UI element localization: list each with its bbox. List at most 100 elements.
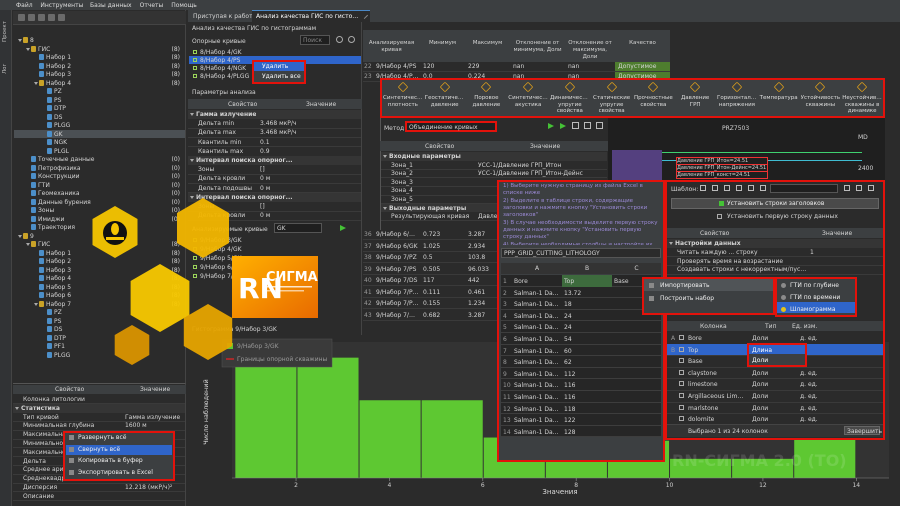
play-icon[interactable]: [548, 123, 554, 129]
tree-label[interactable]: Петрофизика: [38, 164, 81, 172]
analysed-curve[interactable]: 9/Набор 5/GK: [200, 255, 242, 262]
col-type[interactable]: Доли: [752, 393, 769, 400]
menu-item[interactable]: Отчеты: [139, 2, 164, 9]
ref-curve[interactable]: 8/Набор 4/GK: [200, 49, 242, 56]
finish-button[interactable]: [844, 426, 880, 435]
context-menu-item[interactable]: Импортировать: [660, 282, 710, 289]
col-type[interactable]: Доли: [752, 369, 769, 377]
ribbon-button[interactable]: Устойчивость скважины: [800, 95, 841, 108]
menu-item[interactable]: Помощь: [171, 2, 197, 9]
context-menu-item[interactable]: Экспортировать в Excel: [78, 468, 153, 476]
dropdown-option[interactable]: Доли: [752, 357, 769, 364]
ribbon-button[interactable]: Синтетическая акустика: [508, 95, 548, 108]
toolbar-icon[interactable]: [844, 185, 850, 191]
checkbox[interactable]: [679, 393, 684, 398]
tree-label[interactable]: Набор 4: [46, 79, 72, 87]
tree-label[interactable]: DS: [54, 326, 63, 333]
tree-label[interactable]: Набор 4: [46, 275, 72, 282]
context-menu-item[interactable]: Развернуть всё: [78, 434, 127, 441]
tree-label[interactable]: Данные бурения: [38, 198, 91, 206]
menu-item[interactable]: Файл: [16, 2, 33, 9]
tree-label[interactable]: Точечные данные: [38, 156, 95, 163]
ribbon-button[interactable]: Динамические упругие свойства: [550, 95, 590, 114]
ribbon-button[interactable]: Температура: [759, 95, 798, 101]
menu-item[interactable]: Инструменты: [40, 2, 84, 9]
toolbar-icon[interactable]: [868, 185, 874, 191]
ribbon-button[interactable]: Прочностные свойства: [633, 95, 673, 108]
ribbon-button[interactable]: Давление ГРП: [680, 95, 710, 108]
tree-label[interactable]: Геомеханика: [38, 190, 80, 197]
checkbox[interactable]: [679, 346, 684, 352]
toolbar-icon[interactable]: [700, 185, 706, 191]
tree-label[interactable]: Набор 1: [46, 249, 72, 257]
template-select[interactable]: [770, 184, 838, 193]
toolbar-icon[interactable]: [724, 185, 730, 191]
toolbar-icon[interactable]: [572, 122, 579, 129]
tree-label[interactable]: Траектория: [38, 224, 75, 231]
context-menu-item[interactable]: Копировать в буфер: [78, 457, 143, 464]
col-type[interactable]: Доли: [752, 381, 769, 389]
ribbon-button[interactable]: Неустойчивость скважины в динамике: [842, 95, 882, 114]
context-menu-item[interactable]: Удалить все: [262, 73, 301, 80]
tree-label[interactable]: Набор 3: [46, 71, 72, 78]
tree-label[interactable]: DTP: [54, 105, 66, 112]
tree-label[interactable]: PLGG: [54, 351, 71, 359]
method-value[interactable]: Объединение кривых: [409, 124, 478, 131]
tree-label[interactable]: PS: [54, 96, 62, 104]
tree-label[interactable]: Набор 7: [46, 300, 72, 308]
tree-label[interactable]: DTP: [54, 334, 66, 342]
context-menu-item[interactable]: Свернуть всё: [78, 445, 121, 453]
play-icon[interactable]: [340, 225, 346, 231]
checkbox[interactable]: [679, 335, 684, 340]
analysed-curve[interactable]: 9/Набор 4/GK: [200, 246, 242, 253]
context-menu-item[interactable]: Шламограмма: [790, 306, 836, 313]
tree-label[interactable]: PS: [54, 317, 62, 325]
ribbon-button[interactable]: Статические упругие свойства: [593, 95, 631, 114]
menu-item[interactable]: Базы данных: [90, 2, 132, 9]
tree-label[interactable]: NGK: [54, 139, 68, 146]
tree-label[interactable]: ГТИ: [38, 181, 50, 189]
tree-label[interactable]: ГИС: [38, 241, 51, 248]
context-menu-item[interactable]: ГТИ по времени: [790, 294, 841, 301]
toolbar-icon[interactable]: [736, 185, 742, 191]
col-type[interactable]: Доли: [752, 404, 769, 412]
context-menu-item[interactable]: Удалить: [262, 63, 289, 70]
checkbox[interactable]: [679, 404, 684, 410]
tab[interactable]: Приступая к работе: [193, 13, 257, 20]
context-menu-item[interactable]: Построить набор: [660, 295, 715, 302]
play-icon[interactable]: [560, 123, 566, 129]
tree-label[interactable]: Набор 1: [46, 54, 72, 61]
tree-label[interactable]: GK: [54, 130, 63, 138]
curve-select-value[interactable]: GK: [277, 225, 286, 232]
checkbox[interactable]: [679, 358, 684, 364]
tree-label[interactable]: PLGG: [54, 122, 71, 129]
tree-label[interactable]: Имиджи: [38, 215, 65, 223]
analysed-curve[interactable]: 9/Набор 3/GK: [200, 237, 242, 244]
ribbon-button[interactable]: Синтетическая плотность: [383, 95, 423, 108]
checkbox[interactable]: [717, 214, 722, 219]
sheet-name[interactable]: PPP_GRID_CUTTING_LITHOLOGY: [504, 250, 600, 257]
toolbar-icon[interactable]: [584, 122, 591, 129]
tab[interactable]: Анализ качества ГИС по гистограммам: [256, 13, 360, 20]
toolbar-icon[interactable]: [748, 185, 754, 191]
checkbox[interactable]: [679, 381, 684, 387]
toolbar-icon[interactable]: [712, 185, 718, 191]
tree-label[interactable]: PF1: [54, 343, 65, 350]
ribbon-button[interactable]: Горизонтальные напряжения: [717, 95, 757, 108]
tree-label[interactable]: Набор 2: [46, 258, 72, 265]
tree-label[interactable]: DS: [54, 113, 63, 121]
tree-label[interactable]: Набор 3: [46, 266, 72, 274]
tree-label[interactable]: PLGL: [54, 147, 69, 155]
tree-label[interactable]: Конструкции: [38, 173, 80, 180]
tree-label[interactable]: PZ: [54, 309, 62, 316]
toolbar-icon[interactable]: [760, 185, 766, 191]
side-tab[interactable]: Проект: [2, 21, 8, 42]
checkbox[interactable]: [679, 416, 684, 422]
checkbox[interactable]: [679, 369, 684, 375]
tree-label[interactable]: 8: [30, 37, 34, 44]
tree-label[interactable]: Набор 5: [46, 283, 72, 291]
context-menu-item[interactable]: ГТИ по глубине: [790, 282, 839, 289]
dropdown-option[interactable]: Длина: [752, 347, 773, 354]
ribbon-button[interactable]: Поровое давление: [472, 95, 501, 108]
side-tab[interactable]: Лог: [2, 63, 8, 74]
